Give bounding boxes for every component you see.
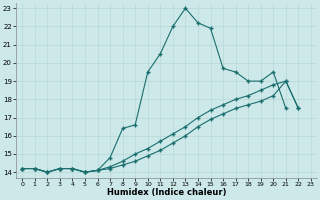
X-axis label: Humidex (Indice chaleur): Humidex (Indice chaleur) [107, 188, 226, 197]
